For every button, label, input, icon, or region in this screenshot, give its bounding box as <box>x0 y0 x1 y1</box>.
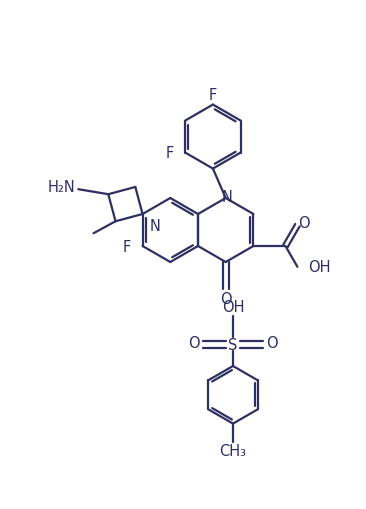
Text: O: O <box>266 336 278 351</box>
Text: O: O <box>220 291 232 306</box>
Text: H₂N: H₂N <box>48 179 75 194</box>
Text: F: F <box>122 239 131 254</box>
Text: N: N <box>221 190 232 205</box>
Text: O: O <box>299 215 310 230</box>
Text: OH: OH <box>222 300 244 315</box>
Text: N: N <box>150 218 160 234</box>
Text: O: O <box>188 336 200 351</box>
Text: S: S <box>228 337 238 352</box>
Text: F: F <box>166 146 174 161</box>
Text: OH: OH <box>309 260 331 275</box>
Text: CH₃: CH₃ <box>220 443 246 458</box>
Text: F: F <box>209 88 217 103</box>
